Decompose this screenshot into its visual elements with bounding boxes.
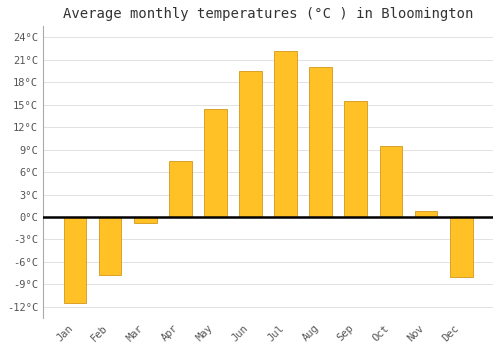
Bar: [274, 51, 297, 217]
Bar: [380, 146, 402, 217]
Bar: [239, 71, 262, 217]
Bar: [64, 217, 86, 303]
Bar: [344, 101, 368, 217]
Bar: [450, 217, 472, 277]
Bar: [204, 108, 227, 217]
Bar: [310, 68, 332, 217]
Bar: [134, 217, 156, 223]
Bar: [98, 217, 122, 275]
Bar: [414, 211, 438, 217]
Bar: [169, 161, 192, 217]
Title: Average monthly temperatures (°C ) in Bloomington: Average monthly temperatures (°C ) in Bl…: [63, 7, 473, 21]
